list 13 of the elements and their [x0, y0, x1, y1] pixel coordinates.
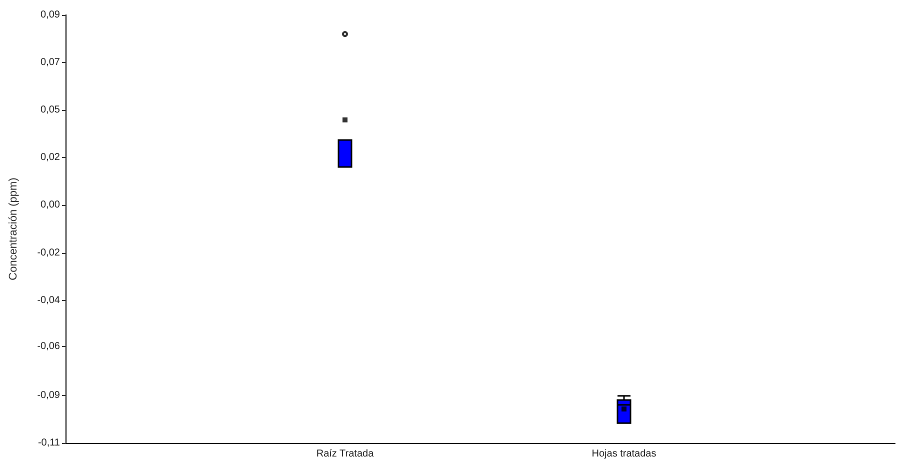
- y-tick-label: -0,06: [37, 340, 60, 352]
- y-tick-label: 0,07: [40, 57, 60, 68]
- y-tick-label: 0,05: [40, 104, 60, 116]
- x-tick-label: Raíz Tratada: [316, 448, 374, 460]
- x-tick-label: Hojas tratadas: [592, 448, 656, 460]
- y-tick-label: -0,04: [37, 294, 60, 306]
- y-tick-label: -0,02: [37, 247, 60, 258]
- y-tick-label: 0,00: [40, 200, 60, 211]
- y-tick-label: 0,02: [40, 152, 60, 164]
- y-tick-label: -0,09: [37, 390, 60, 401]
- y-axis-title: Concentración (ppm): [8, 178, 20, 280]
- y-tick-label: -0,11: [38, 438, 60, 448]
- y-tick-label: 0,09: [40, 10, 60, 20]
